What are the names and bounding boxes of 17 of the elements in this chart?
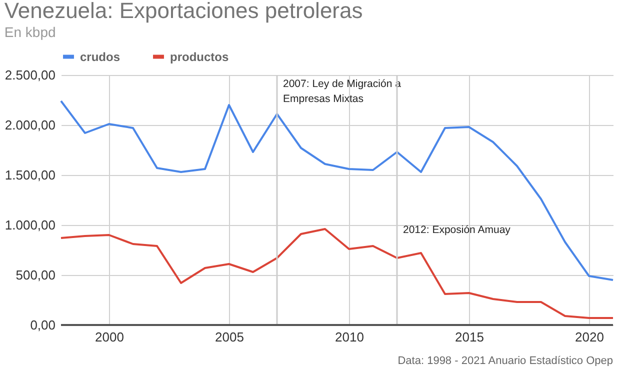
chart-subtitle: En kbpd	[4, 24, 56, 40]
y-tick-label: 1.500,00	[4, 168, 56, 182]
x-tick-label: 2015	[455, 330, 484, 344]
text: Data: 1998 - 2021 Anuario Estadístico Opep	[398, 355, 613, 367]
x-tick-label: 2000	[95, 330, 124, 344]
ref-line-label: 2012: Exposión Amuay	[403, 224, 512, 236]
x-tick-label: 2010	[335, 330, 364, 344]
y-tick-label: 0,00	[30, 318, 56, 332]
y-tick-label: 2.000,00	[4, 118, 56, 132]
y-tick-label: 500,00	[16, 268, 56, 282]
x-tick-label: 2020	[575, 330, 604, 344]
legend-label: crudos	[80, 50, 120, 64]
chart-title: Venezuela: Exportaciones petroleras	[4, 0, 363, 23]
y-tick-label: 1.000,00	[4, 218, 56, 232]
legend-label: productos	[170, 50, 229, 64]
x-tick-label: 2005	[215, 330, 244, 344]
y-tick-label: 2.500,00	[4, 68, 56, 82]
